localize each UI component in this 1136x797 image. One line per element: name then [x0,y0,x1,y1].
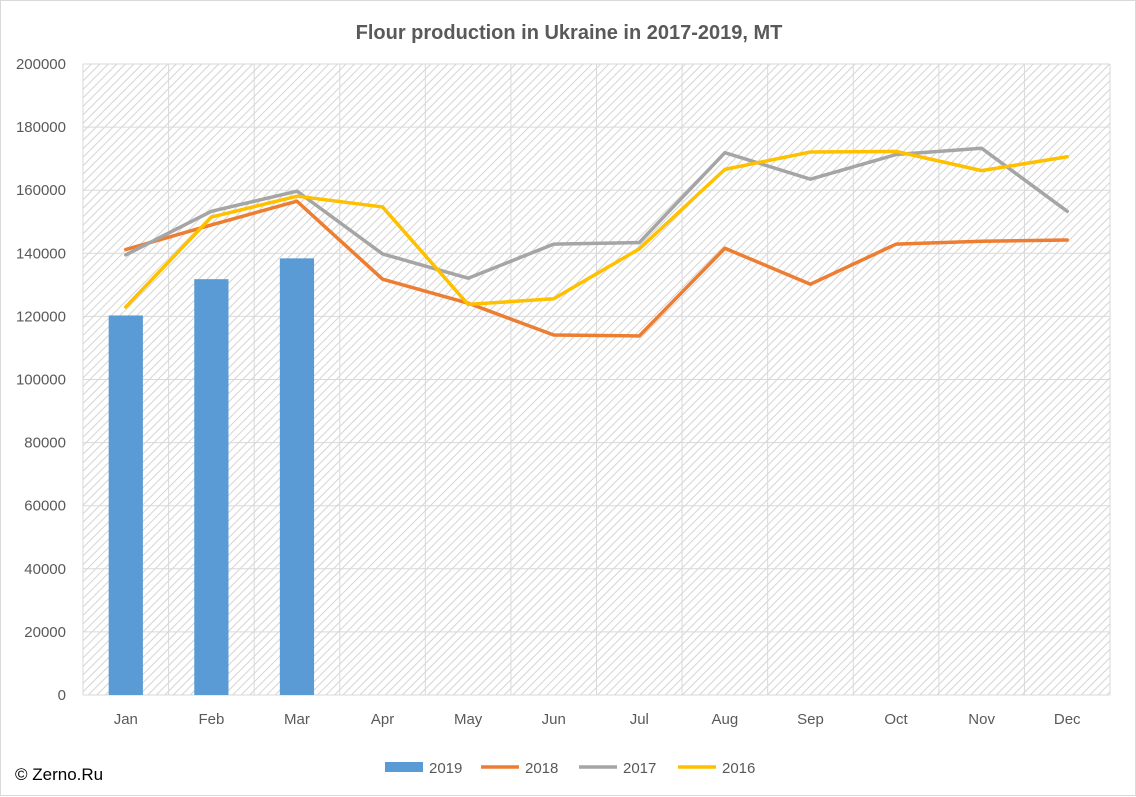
bar-2019-mar [279,258,315,695]
x-tick-label: Feb [198,711,224,728]
legend: 2019 2018 2017 2016 [385,760,755,777]
y-tick-label: 60000 [24,498,66,515]
x-tick-label: Jan [114,711,138,728]
x-axis-tick-labels: Jan Feb Mar Apr May Jun Jul Aug Sep Oct Nov Dec [114,711,1081,728]
bar-2019-feb [194,279,229,695]
x-tick-label: Jun [542,711,566,728]
line-series-2018 [124,199,1069,338]
y-tick-label: 20000 [24,624,66,641]
y-tick-label: 120000 [16,308,66,325]
legend-label-2018: 2018 [525,760,558,777]
legend-swatch-2019 [385,762,423,772]
y-axis-tick-labels: 0 20000 40000 60000 80000 100000 120000 140000 1… [16,56,66,704]
x-tick-label: Nov [968,711,995,728]
y-tick-label: 140000 [16,245,66,262]
x-tick-label: Oct [884,711,908,728]
line-series-2016 [124,149,1069,309]
line-series [124,146,1069,338]
x-tick-label: Aug [712,711,739,728]
y-tick-label: 100000 [16,372,66,389]
y-tick-label: 160000 [16,182,66,199]
x-tick-label: May [454,711,483,728]
legend-label-2016: 2016 [722,760,755,777]
y-tick-label: 40000 [24,561,66,578]
legend-label-2017: 2017 [623,760,656,777]
y-tick-label: 80000 [24,435,66,452]
chart-title: Flour production in Ukraine in 2017-2019… [356,22,783,44]
y-tick-label: 180000 [16,119,66,136]
x-tick-label: Jul [630,711,649,728]
x-tick-label: Sep [797,711,824,728]
x-tick-label: Mar [284,711,310,728]
x-tick-label: Dec [1054,711,1081,728]
y-tick-label: 0 [58,687,66,704]
source-credit: © Zerno.Ru [15,765,104,784]
bar-series [108,258,315,695]
y-tick-label: 200000 [16,56,66,73]
gridlines [82,63,1111,696]
x-tick-label: Apr [371,711,394,728]
bar-2019-jan [108,315,143,695]
legend-label-2019: 2019 [429,760,462,777]
